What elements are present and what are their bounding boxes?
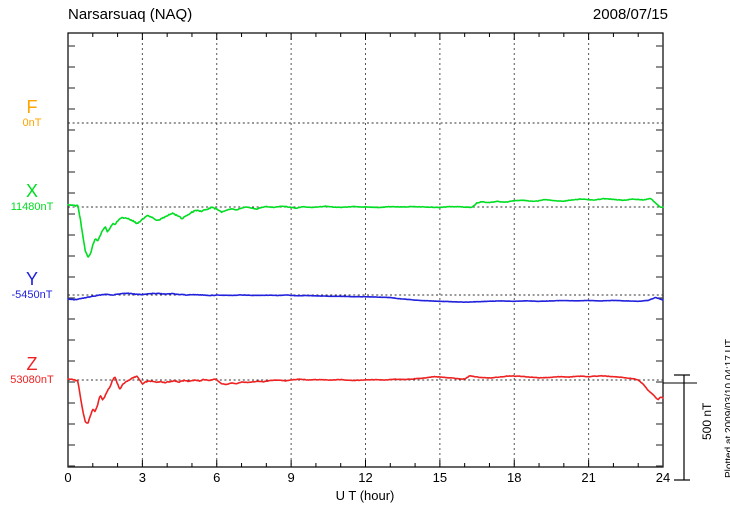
x-tick-label: 15 [432,470,448,485]
scale-bar-label: 500 nT [700,402,714,440]
component-letter-y: Y [25,269,38,289]
trace-z [67,374,664,424]
component-letter-x: X [25,181,38,201]
x-tick-label: 21 [581,470,596,485]
component-baseline-y: -5450nT [11,288,53,301]
component-baseline-f: 0nT [22,116,42,129]
component-baseline-x: 11480nT [10,200,54,213]
component-letter-f: F [26,97,38,117]
x-tick-label: 3 [138,470,146,485]
x-tick-label: 12 [358,470,373,485]
x-tick-label: 9 [287,470,295,485]
plot-date: 2008/07/15 [592,6,668,23]
x-tick-label: 6 [213,470,221,485]
page-title: Narsarsuaq (NAQ) [68,6,193,23]
component-label-f: F 0nT [0,98,64,129]
component-letter-z: Z [26,354,38,374]
trace-x [67,197,664,258]
x-tick-label: 24 [655,470,671,485]
component-label-y: Y -5450nT [0,270,64,301]
trace-y [67,292,664,304]
x-tick-label: 0 [64,470,72,485]
component-baseline-z: 53080nT [10,373,54,386]
component-label-x: X 11480nT [0,182,64,213]
plotted-timestamp: Plotted at 2009/03/10 04:17 UT [724,339,730,478]
component-label-z: Z 53080nT [0,355,64,386]
x-tick-label: 18 [507,470,522,485]
x-axis-title: U T (hour) [335,488,395,503]
